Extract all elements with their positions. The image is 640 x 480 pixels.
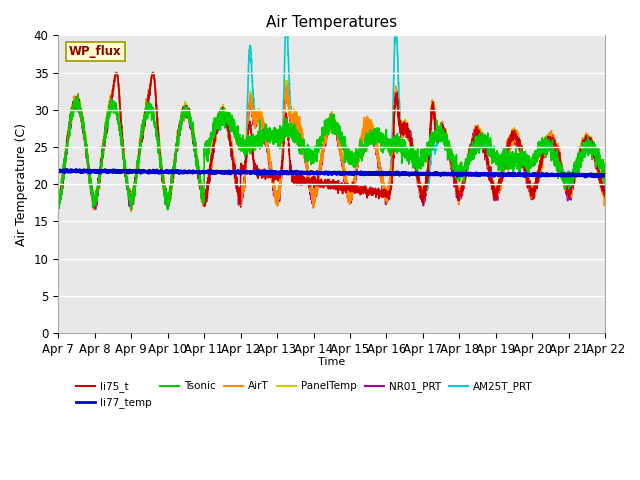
Tsonic (74, 92, 82, 98)
NR01_PRT (486, 169, 493, 175)
Y-axis label: Air Temperature (C): Air Temperature (C) (15, 123, 28, 246)
PanelTemp (454, 190, 462, 196)
NR01_PRT (312, 190, 319, 196)
li75_t (424, 166, 432, 171)
PanelTemp (113, 70, 120, 75)
AM25T_PRT (454, 190, 462, 196)
PanelTemp (601, 188, 609, 194)
li77_temp (153, 169, 161, 175)
NR01_PRT (92, 206, 99, 212)
Line: AM25T_PRT: AM25T_PRT (58, 36, 605, 207)
AirT (113, 70, 120, 75)
li77_temp (54, 168, 62, 174)
AirT (312, 188, 319, 194)
AM25T_PRT (602, 192, 609, 198)
AirT (602, 192, 609, 197)
li75_t (113, 70, 120, 75)
NR01_PRT (153, 111, 161, 117)
PanelTemp (54, 205, 62, 211)
AirT (54, 206, 62, 212)
AM25T_PRT (486, 169, 493, 175)
PanelTemp (424, 162, 432, 168)
X-axis label: Time: Time (318, 357, 346, 367)
li77_temp (424, 171, 432, 177)
li77_temp (602, 172, 609, 178)
AM25T_PRT (601, 187, 609, 193)
li77_temp (601, 172, 609, 178)
AM25T_PRT (54, 200, 62, 205)
li75_t (486, 169, 493, 175)
AirT (486, 169, 493, 175)
PanelTemp (312, 191, 319, 196)
PanelTemp (153, 103, 161, 108)
AirT (424, 161, 432, 167)
NR01_PRT (54, 204, 62, 210)
Line: AirT: AirT (58, 72, 605, 211)
NR01_PRT (113, 70, 120, 75)
AirT (127, 208, 135, 214)
li77_temp (312, 170, 319, 176)
li75_t (54, 196, 62, 202)
Tsonic (602, 167, 609, 173)
AM25T_PRT (312, 190, 319, 196)
Line: Tsonic: Tsonic (58, 95, 605, 210)
PanelTemp (486, 162, 493, 168)
Tsonic (601, 174, 609, 180)
Line: NR01_PRT: NR01_PRT (58, 72, 605, 209)
li77_temp (72, 167, 80, 172)
Tsonic (486, 142, 493, 147)
li75_t (601, 193, 609, 199)
Line: PanelTemp: PanelTemp (58, 72, 605, 208)
AM25T_PRT (153, 104, 161, 110)
Legend: li75_t, li77_temp, Tsonic, AirT, PanelTemp, NR01_PRT, AM25T_PRT: li75_t, li77_temp, Tsonic, AirT, PanelTe… (72, 377, 537, 412)
Text: WP_flux: WP_flux (69, 45, 122, 58)
Line: li75_t: li75_t (58, 72, 605, 208)
Tsonic (312, 155, 319, 160)
li77_temp (581, 174, 589, 180)
Tsonic (424, 146, 432, 152)
Tsonic (153, 128, 161, 134)
li75_t (602, 187, 609, 193)
li75_t (454, 188, 462, 193)
Tsonic (164, 207, 172, 213)
AM25T_PRT (91, 204, 99, 210)
Line: li77_temp: li77_temp (58, 169, 605, 177)
li75_t (90, 205, 97, 211)
li75_t (153, 108, 161, 114)
li75_t (312, 182, 319, 188)
AM25T_PRT (424, 182, 432, 188)
AirT (601, 197, 609, 203)
NR01_PRT (602, 193, 609, 199)
li77_temp (486, 171, 493, 177)
NR01_PRT (454, 193, 462, 199)
AirT (454, 190, 462, 196)
Title: Air Temperatures: Air Temperatures (266, 15, 397, 30)
Tsonic (54, 200, 62, 205)
NR01_PRT (601, 190, 609, 196)
AM25T_PRT (282, 33, 289, 38)
PanelTemp (602, 189, 609, 195)
Tsonic (454, 163, 462, 169)
NR01_PRT (424, 168, 432, 174)
AirT (153, 113, 161, 119)
li77_temp (454, 172, 462, 178)
